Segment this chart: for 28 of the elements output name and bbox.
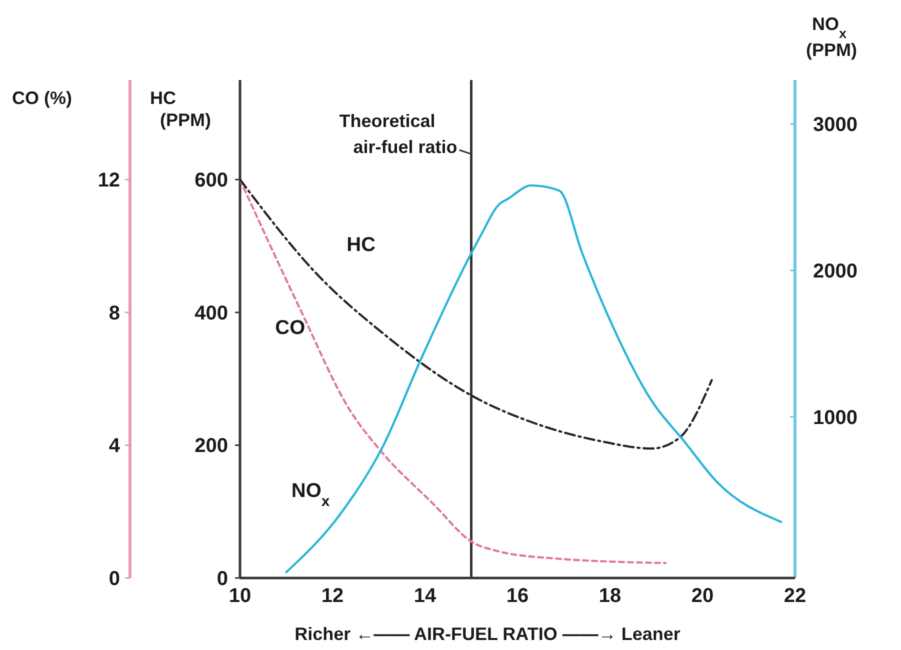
y3-axis-title: NO$_{x}$ (PPM) [806,14,857,60]
y-tick-label: 0 [108,568,120,590]
series-label: NO$_{x}$ [291,480,330,510]
series-label: HC [346,234,376,256]
y-tick-label: 12 [98,170,120,192]
x-tick-label: 12 [321,585,344,607]
y3-tick-label: 2000 [813,260,858,282]
ref-line-label: Theoretical air-fuel ratio [339,111,458,157]
y2-tick-label: 400 [194,302,228,324]
x-tick-label: 20 [691,585,714,607]
y-tick-label: 4 [108,435,121,458]
x-tick-label: 10 [228,585,252,607]
y3-tick-label: 1000 [813,406,858,429]
y2-tick-label: 0 [216,568,228,590]
y2-tick-label: 200 [194,435,228,458]
series-label: CO [275,317,306,340]
x-axis-title: Richer ←—— AIR-FUEL RATIO ——→ Leaner [294,624,680,644]
x-tick-label: 18 [598,585,622,607]
y-tick-label: 8 [108,302,120,324]
x-tick-label: 14 [414,585,437,607]
y2-axis-title: HC (PPM) [150,88,211,130]
line-series [238,178,667,564]
y2-tick-label: 600 [194,170,228,192]
line-series [238,178,713,450]
y3-tick-label: 3000 [813,114,858,136]
x-tick-label: 22 [784,585,806,607]
y-axis-title: CO (%) [12,88,72,108]
x-tick-label: 16 [506,585,529,607]
